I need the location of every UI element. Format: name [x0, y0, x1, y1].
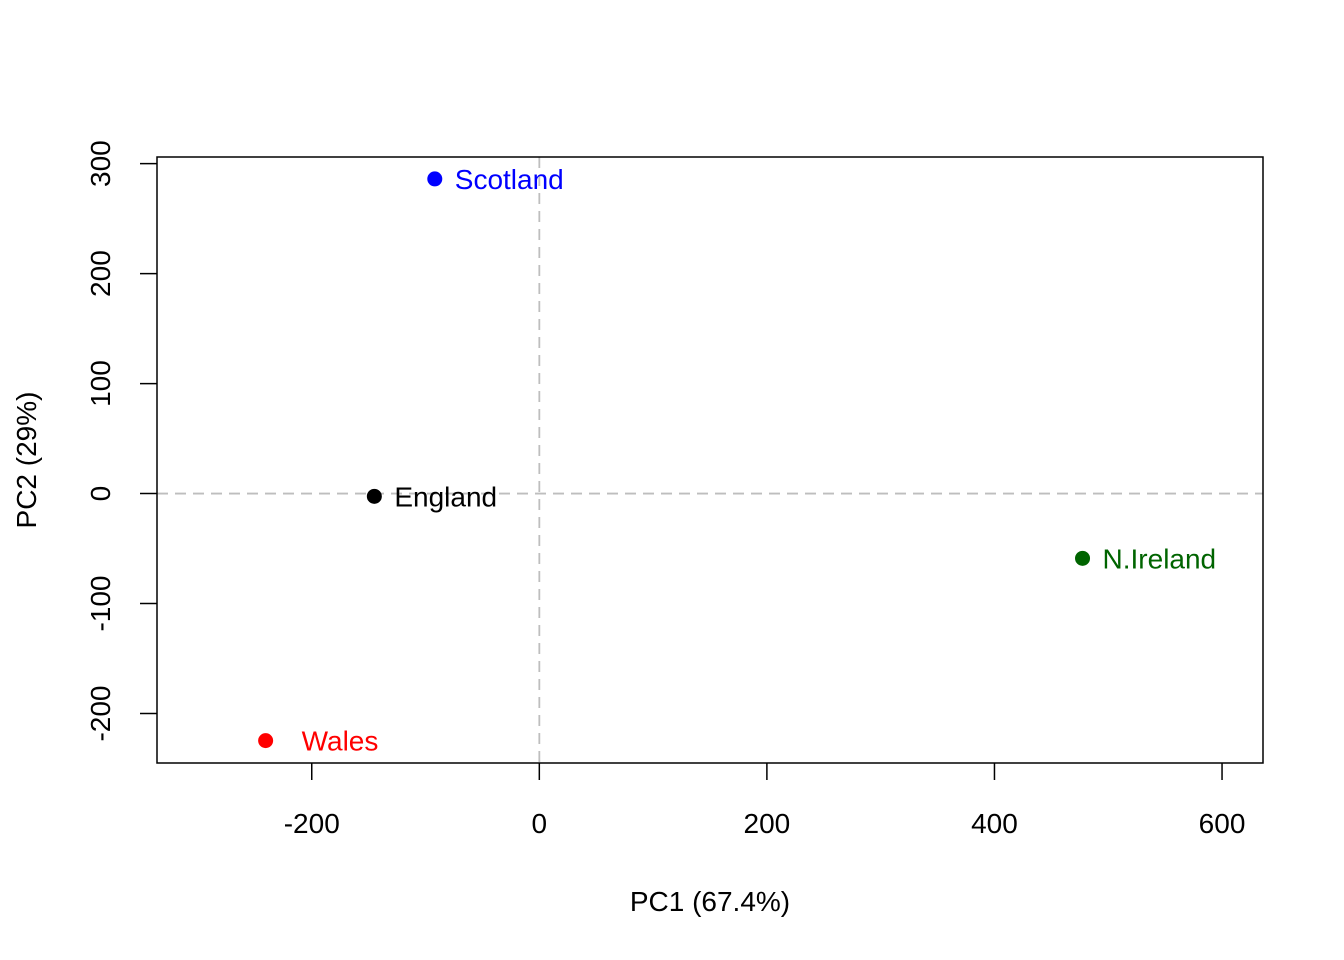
y-tick-label: -100 [85, 576, 116, 632]
point-label-scotland: Scotland [455, 164, 564, 195]
point-label-wales: Wales [302, 726, 379, 757]
x-tick-label: 600 [1199, 808, 1246, 839]
y-axis-title: PC2 (29%) [11, 392, 42, 529]
y-tick-label: 100 [85, 360, 116, 407]
data-point-wales [258, 733, 274, 749]
y-tick-label: 0 [85, 486, 116, 502]
data-point-england [366, 488, 382, 504]
plot-frame [156, 156, 1264, 764]
point-label-n-ireland: N.Ireland [1103, 543, 1217, 574]
point-label-england: England [394, 481, 497, 512]
y-axis: -200 -100 0 100 200 300 [85, 140, 157, 742]
y-tick-label: -200 [85, 685, 116, 741]
x-axis-title: PC1 (67.4%) [630, 886, 790, 917]
x-tick-label: -200 [284, 808, 340, 839]
x-tick-label: 400 [971, 808, 1018, 839]
y-tick-label: 300 [85, 140, 116, 187]
data-points [258, 171, 1091, 749]
reference-lines [157, 157, 1263, 763]
x-tick-label: 200 [744, 808, 791, 839]
data-point-scotland [427, 171, 443, 187]
point-labels: England Wales Scotland N.Ireland [302, 164, 1217, 757]
x-tick-label: 0 [532, 808, 548, 839]
y-tick-label: 200 [85, 250, 116, 297]
data-point-n-ireland [1075, 550, 1091, 566]
x-axis: -200 0 200 400 600 [284, 763, 1246, 839]
